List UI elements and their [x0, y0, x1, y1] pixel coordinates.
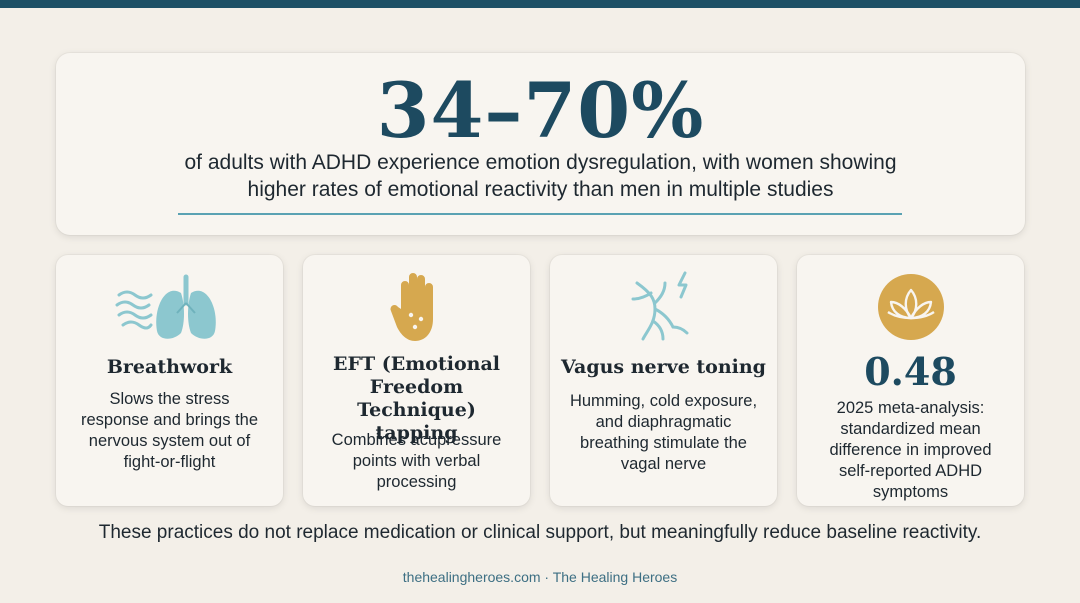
top-accent-bar — [0, 0, 1080, 8]
card-description-line: nervous system out of — [88, 432, 251, 450]
hand-tapping-icon — [303, 269, 530, 345]
card-description-line: processing — [376, 473, 457, 491]
card-description-line: and diaphragmatic — [595, 413, 732, 431]
source-credit: thehealingheroes.com · The Healing Heroe… — [402, 569, 678, 585]
hero-description: of adults with ADHD experience emotion d… — [136, 149, 945, 203]
card-description-line: points with verbal — [352, 452, 481, 470]
card-description-line: difference in improved — [829, 441, 992, 459]
card-meta-analysis: 0.48 2025 meta-analysis: standardized me… — [797, 255, 1024, 506]
hero-statistic: 34–70% — [376, 66, 705, 155]
card-breathwork: Breathwork Slows the stress response and… — [56, 255, 283, 506]
disclaimer-footnote: These practices do not replace medicatio… — [98, 522, 982, 543]
hero-description-line: higher rates of emotional reactivity tha… — [247, 178, 834, 201]
card-title-line: Freedom Technique) — [357, 376, 476, 421]
card-description-line: Slows the stress — [109, 390, 230, 408]
hero-divider — [178, 213, 902, 215]
card-description: Slows the stress response and brings the… — [68, 389, 271, 473]
card-description-line: fight-or-flight — [123, 453, 216, 471]
card-title-line: tapping — [375, 422, 458, 444]
card-description-line: Combines acupressure — [331, 431, 502, 449]
card-title-line: EFT (Emotional — [333, 353, 500, 375]
card-vagus-nerve: Vagus nerve toning Humming, cold exposur… — [550, 255, 777, 506]
card-description-line: self-reported ADHD — [838, 462, 983, 480]
card-eft-tapping: EFT (Emotional Freedom Technique) tappin… — [303, 255, 530, 506]
effect-size-statistic: 0.48 — [864, 349, 957, 394]
vagus-nerve-icon — [550, 269, 777, 345]
card-description-line: symptoms — [872, 483, 949, 501]
card-description-line: response and brings the — [80, 411, 259, 429]
card-description: 2025 meta-analysis: standardized mean di… — [809, 398, 1012, 503]
card-description-line: breathing stimulate the — [580, 434, 747, 452]
card-description-line: standardized mean — [840, 420, 981, 438]
card-description-line: Humming, cold exposure, — [569, 392, 758, 410]
hero-panel: 34–70% of adults with ADHD experience em… — [56, 53, 1025, 235]
card-description: Combines acupressure points with verbal … — [315, 430, 518, 493]
card-title: EFT (Emotional Freedom Technique) tappin… — [311, 353, 522, 445]
card-description-line: vagal nerve — [620, 455, 707, 473]
card-title: Vagus nerve toning — [561, 356, 766, 378]
hero-description-line: of adults with ADHD experience emotion d… — [184, 151, 897, 174]
card-description: Humming, cold exposure, and diaphragmati… — [562, 391, 765, 475]
card-description-line: 2025 meta-analysis: — [836, 399, 985, 417]
lungs-breath-icon — [56, 269, 283, 345]
lotus-icon — [797, 269, 1024, 345]
card-title: Breathwork — [106, 356, 233, 378]
